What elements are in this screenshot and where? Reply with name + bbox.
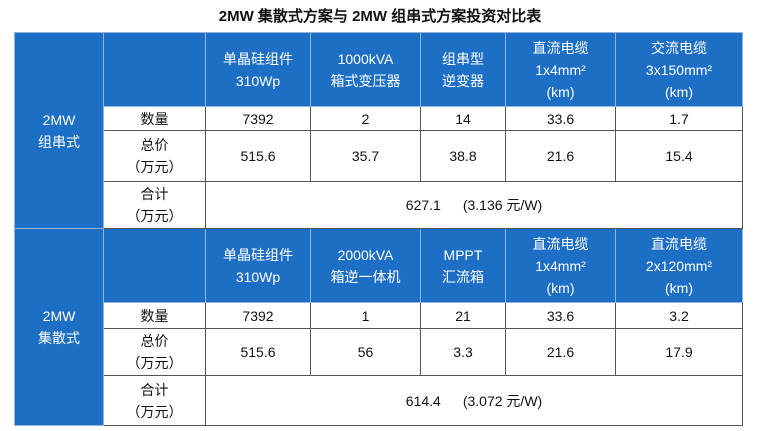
value-cell: 38.8: [420, 130, 506, 182]
header-cell: 直流电缆 1x4mm² (km): [505, 228, 616, 303]
header-line: (km): [546, 279, 575, 296]
header-line: 1x4mm²: [535, 257, 586, 274]
total-cell: 614.4 (3.072 元/W): [205, 375, 743, 426]
value-cell: 14: [420, 106, 506, 131]
data-row: 数量 7392 1 21 33.6 3.2: [15, 302, 743, 329]
row-label-line: 总价: [140, 137, 169, 153]
header-line: 交流电缆: [651, 39, 707, 56]
row-label-line: 数量: [140, 307, 169, 324]
header-cell: 交流电缆 3x150mm² (km): [615, 32, 743, 107]
header-line: 1000kVA: [337, 50, 394, 67]
row-label-line: （万元）: [126, 403, 183, 420]
value-cell: 21: [420, 302, 506, 329]
value-cell: 17.9: [615, 328, 743, 376]
value-cell: 15.4: [615, 130, 743, 182]
total-note: (3.136 元/W): [462, 197, 543, 213]
header-line: 2000kVA: [337, 246, 394, 263]
row-label-line: （万元）: [126, 159, 183, 175]
header-line: 3x150mm²: [645, 61, 713, 78]
value-cell: 515.6: [205, 130, 311, 182]
total-row: 合计 （万元） 614.4 (3.072 元/W): [15, 375, 743, 426]
value-cell: 1.7: [615, 106, 743, 131]
row-label-line: （万元）: [126, 355, 183, 371]
header-line: (km): [665, 83, 693, 100]
header-line: 310Wp: [235, 268, 281, 285]
comparison-table: 2MW 组串式 单晶硅组件 310Wp 1000kVA 箱式变压器 组串型 逆变器 直流电缆 1x…: [14, 32, 743, 426]
header-line: 汇流箱: [442, 268, 484, 285]
corner-cell: [103, 228, 206, 303]
header-line: 直流电缆: [532, 39, 589, 56]
row-label-line: 合计: [140, 381, 169, 398]
header-line: 箱逆一体机: [330, 268, 401, 285]
header-cell: 单晶硅组件 310Wp: [205, 32, 311, 107]
row-label: 总价 （万元）: [103, 328, 206, 376]
value-cell: 515.6: [205, 328, 311, 376]
header-cell: 1000kVA 箱式变压器: [310, 32, 421, 107]
total-value: 614.4: [405, 392, 441, 409]
value-cell: 3.2: [615, 302, 743, 329]
value-cell: 3.3: [420, 328, 506, 376]
value-cell: 33.6: [505, 106, 616, 131]
data-row: 总价 （万元） 515.6 56 3.3 21.6 17.9: [15, 328, 743, 376]
header-line: 逆变器: [442, 72, 484, 89]
value-cell: 2: [310, 106, 421, 131]
row-label: 合计 （万元）: [103, 181, 206, 229]
header-line: 单晶硅组件: [223, 50, 293, 67]
header-line: (km): [546, 83, 575, 100]
header-cell: MPPT 汇流箱: [420, 228, 506, 303]
data-row: 数量 7392 2 14 33.6 1.7: [15, 106, 743, 131]
value-cell: 7392: [205, 302, 311, 329]
value-cell: 21.6: [505, 328, 616, 376]
table-title: 2MW 集散式方案与 2MW 组串式方案投资对比表: [218, 8, 542, 25]
header-line: 箱式变压器: [330, 72, 401, 89]
value-cell: 21.6: [505, 130, 616, 182]
row-label: 总价 （万元）: [103, 130, 206, 182]
total-row: 合计 （万元） 627.1 (3.136 元/W): [15, 181, 743, 229]
data-row: 总价 （万元） 515.6 35.7 38.8 21.6 15.4: [15, 130, 743, 182]
row-label-line: 总价: [140, 333, 169, 349]
header-row: 2MW 组串式 单晶硅组件 310Wp 1000kVA 箱式变压器 组串型逆变器 直流电缆 1x…: [14, 32, 743, 229]
header-line: 直流电缆: [532, 235, 589, 252]
value-cell: 1: [310, 302, 421, 329]
group-label: 集散式: [38, 330, 80, 346]
header-line: 310Wp: [235, 72, 281, 89]
header-line: 单晶硅组件: [223, 246, 293, 263]
row-label: 数量: [103, 106, 206, 131]
total-value: 627.1: [405, 197, 441, 213]
group-cell: 2MW 组串式: [14, 32, 104, 229]
header-row: 2MW 集散式 单晶硅组件 310Wp 2000kVA 箱逆一体机 MPPT 汇流箱 直流电缆 1…: [14, 228, 743, 426]
total-note: (3.072 元/W): [462, 392, 543, 409]
row-label: 数量: [103, 302, 206, 329]
header-line: (km): [665, 279, 693, 296]
group-label: 2MW: [42, 308, 76, 324]
header-cell: 直流电缆 1x4mm² (km): [505, 32, 616, 107]
header-cell: 直流电缆 2x120mm² (km): [615, 228, 743, 303]
row-label-line: 数量: [140, 110, 169, 127]
corner-cell: [103, 32, 206, 107]
row-label-line: （万元）: [126, 208, 183, 224]
group-label: 2MW: [42, 111, 76, 128]
row-label-line: 合计: [140, 186, 169, 202]
total-cell: 627.1 (3.136 元/W): [205, 181, 743, 229]
value-cell: 35.7: [310, 130, 421, 182]
value-cell: 56: [310, 328, 421, 376]
header-line: 组串型: [442, 50, 484, 67]
group-cell: 2MW 集散式: [14, 228, 104, 426]
group-label: 组串式: [38, 133, 80, 150]
header-cell: 2000kVA 箱逆一体机: [310, 228, 421, 303]
value-cell: 33.6: [505, 302, 616, 329]
header-cell: 组串型 逆变器: [420, 32, 506, 107]
header-line: MPPT: [443, 246, 483, 263]
row-label: 合计 （万元）: [103, 375, 206, 426]
header-line: 1x4mm²: [535, 61, 586, 78]
header-line: 直流电缆: [651, 235, 707, 252]
header-line: 2x120mm²: [645, 257, 713, 274]
header-cell: 单晶硅组件 310Wp: [205, 228, 311, 303]
value-cell: 7392: [205, 106, 311, 131]
